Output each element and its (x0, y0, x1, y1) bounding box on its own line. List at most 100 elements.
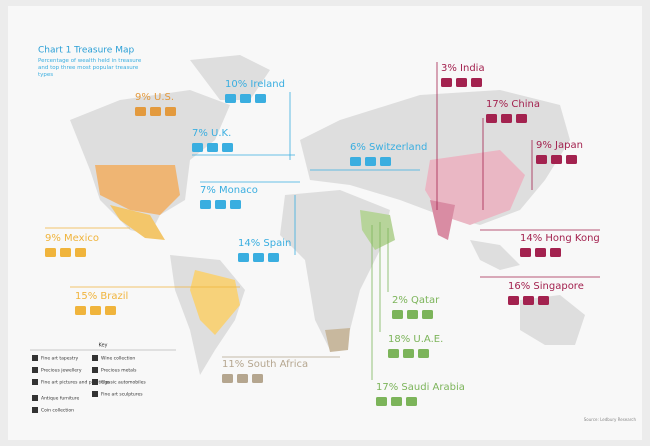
country-label: 10% Ireland (225, 79, 285, 90)
key-icon (32, 379, 38, 385)
treasure-icon (252, 374, 263, 383)
treasure-icon (407, 310, 418, 319)
treasure-icon (192, 143, 203, 152)
treasure-icon (215, 200, 226, 209)
treasure-icon (200, 200, 211, 209)
country-label: 6% Switzerland (350, 142, 427, 153)
country-label: 15% Brazil (75, 291, 128, 302)
treasure-icon (441, 78, 452, 87)
treasure-icon (418, 349, 429, 358)
treasure-icon (538, 296, 549, 305)
treasure-icon (207, 143, 218, 152)
treasure-icon (535, 248, 546, 257)
treasure-icon (222, 143, 233, 152)
treasure-icon (255, 94, 266, 103)
treasure-icon (376, 397, 387, 406)
treasure-icon (551, 155, 562, 164)
treasure-icon (471, 78, 482, 87)
treasure-icon (225, 94, 236, 103)
treasure-icon (508, 296, 519, 305)
country-label: 7% U.K. (192, 128, 231, 139)
treasure-icon (75, 248, 86, 257)
treasure-icon (150, 107, 161, 116)
country-label: 9% U.S. (135, 92, 174, 103)
treasure-icon (45, 248, 56, 257)
key-title: Key (98, 343, 107, 349)
treasure-icon (388, 349, 399, 358)
key-item: Coin collection (41, 408, 74, 414)
country-label: 18% U.A.E. (388, 334, 443, 345)
key-item: Classic automobiles (101, 380, 146, 386)
key-icon (32, 395, 38, 401)
treasure-icon (60, 248, 71, 257)
country-label: 11% South Africa (222, 359, 308, 370)
treasure-icon (392, 310, 403, 319)
subtitle: Percentage of wealth held in treasure an… (38, 58, 142, 78)
country-label: 14% Hong Kong (520, 233, 600, 244)
india-shape (430, 200, 455, 240)
country-label: 17% Saudi Arabia (376, 382, 465, 393)
country-label: 3% India (441, 63, 485, 74)
key-icon (92, 379, 98, 385)
title: Chart 1 Treasure Map (38, 46, 134, 56)
treasure-icon (566, 155, 577, 164)
key-item: Precious jewellery (41, 368, 82, 374)
key-item: Fine art sculptures (101, 392, 143, 398)
treasure-icon (237, 374, 248, 383)
key-box (28, 344, 178, 424)
treasure-icon (550, 248, 561, 257)
treasure-icon (406, 397, 417, 406)
treasure-icon (268, 253, 279, 262)
treasure-icon (391, 397, 402, 406)
key-item: Wine collection (101, 356, 135, 362)
key-icon (32, 407, 38, 413)
subtitle-box: Percentage of wealth held in treasure an… (38, 58, 142, 78)
treasure-icon (380, 157, 391, 166)
treasure-icon (523, 296, 534, 305)
treasure-icon (105, 306, 116, 315)
key-item: Antique furniture (41, 396, 80, 402)
country-label: 14% Spain (238, 238, 291, 249)
country-label: 16% Singapore (508, 281, 584, 292)
treasure-icon (365, 157, 376, 166)
country-label: 9% Japan (536, 140, 583, 151)
treasure-icon (350, 157, 361, 166)
key-icon (92, 367, 98, 373)
country-label: 7% Monaco (200, 185, 258, 196)
treasure-icon (222, 374, 233, 383)
treasure-icon (536, 155, 547, 164)
source: Source: Ledbury Research (584, 417, 637, 422)
country-label: 2% Qatar (392, 295, 440, 306)
treasure-icon (230, 200, 241, 209)
treasure-icon (165, 107, 176, 116)
treasure-icon (486, 114, 497, 123)
treasure-icon (516, 114, 527, 123)
treasure-icon (403, 349, 414, 358)
key-item: Fine art tapestry (41, 356, 78, 362)
south-africa-shape (325, 328, 350, 352)
treasure-icon (135, 107, 146, 116)
country-label: 9% Mexico (45, 233, 99, 244)
us-shape (95, 165, 180, 215)
treasure-icon (501, 114, 512, 123)
mexico-shape (110, 205, 165, 240)
treasure-icon (238, 253, 249, 262)
key-icon (32, 355, 38, 361)
treasure-icon (520, 248, 531, 257)
country-label: 17% China (486, 99, 540, 110)
key-item: Precious metals (101, 368, 137, 374)
brazil-shape (190, 270, 240, 335)
saudi-shape (360, 210, 395, 250)
treasure-icon (75, 306, 86, 315)
treasure-icon (456, 78, 467, 87)
treasure-icon (253, 253, 264, 262)
treasure-icon (422, 310, 433, 319)
key-icon (32, 367, 38, 373)
key-icon (92, 355, 98, 361)
treasure-icon (240, 94, 251, 103)
key-item: Fine art pictures and paintings (41, 380, 110, 386)
key-icon (92, 391, 98, 397)
treasure-icon (90, 306, 101, 315)
